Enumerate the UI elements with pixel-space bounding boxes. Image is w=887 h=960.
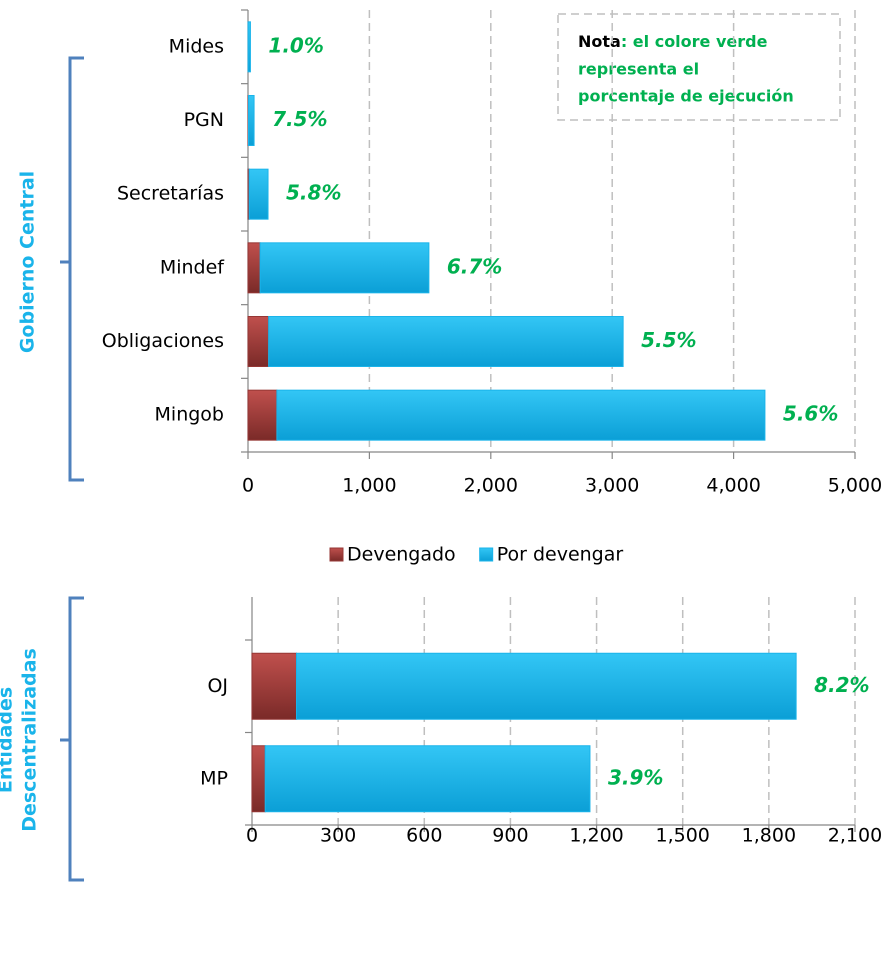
legend-label: Por devengar (497, 544, 624, 566)
y-tick-label: Mides (169, 35, 224, 57)
y-tick-label: Obligaciones (102, 330, 224, 352)
y-axis-label: Descentralizadas (19, 648, 41, 832)
bar-segment (296, 652, 797, 720)
note-box (557, 13, 841, 121)
x-tick-label: 3,000 (585, 475, 639, 497)
x-tick-label: 1,200 (569, 825, 623, 847)
annotation: 5.5% (641, 328, 696, 352)
bar-segment (268, 316, 624, 367)
y-tick-label: Mingob (155, 404, 224, 426)
legend-swatch (479, 547, 494, 562)
y-axis-label: Entidades (0, 687, 17, 793)
x-tick-label: 2,000 (464, 475, 518, 497)
bar-segment (247, 242, 261, 294)
note-line: Nota: el colore verde (578, 32, 768, 51)
x-tick-label: 0 (246, 825, 258, 847)
bar-segment (247, 316, 270, 367)
x-tick-label: 1,000 (342, 475, 396, 497)
x-tick-label: 600 (406, 825, 442, 847)
x-tick-label: 300 (320, 825, 356, 847)
bar-segment (247, 95, 255, 146)
y-axis-label: Gobierno Central (17, 171, 39, 353)
x-tick-label: 4,000 (706, 475, 760, 497)
y-tick-label: Mindef (160, 256, 225, 278)
bar-segment (259, 242, 430, 294)
y-tick-label: PGN (184, 109, 224, 131)
bar-segment (264, 745, 591, 813)
x-tick-label: 1,500 (656, 825, 710, 847)
bracket (60, 56, 84, 482)
bar-segment (247, 21, 251, 73)
bar-segment (251, 652, 298, 720)
annotation: 6.7% (447, 254, 502, 278)
note-line: representa el (578, 60, 699, 79)
bracket (60, 596, 84, 882)
x-tick-label: 5,000 (828, 475, 882, 497)
bar-segment (247, 389, 278, 441)
x-tick-label: 900 (492, 825, 528, 847)
note-text: : el colore verde (621, 32, 768, 51)
annotation: 3.9% (608, 765, 663, 789)
bar-segment (248, 168, 269, 220)
x-tick-label: 0 (242, 475, 254, 497)
y-tick-label: MP (200, 767, 228, 789)
bar-segment (276, 389, 766, 441)
legend-swatch (329, 547, 344, 562)
y-tick-label: Secretarías (117, 183, 224, 205)
note-bold: Nota (578, 32, 621, 51)
annotation: 7.5% (272, 107, 327, 131)
x-tick-label: 1,800 (742, 825, 796, 847)
annotation: 1.0% (268, 33, 323, 57)
annotation: 5.8% (286, 181, 341, 205)
annotation: 5.6% (783, 402, 838, 426)
annotation: 8.2% (814, 673, 869, 697)
bar-segment (251, 745, 266, 813)
note-line: porcentaje de ejecución (578, 87, 794, 106)
y-tick-label: OJ (207, 675, 228, 697)
x-tick-label: 2,100 (828, 825, 882, 847)
legend-label: Devengado (347, 544, 456, 566)
